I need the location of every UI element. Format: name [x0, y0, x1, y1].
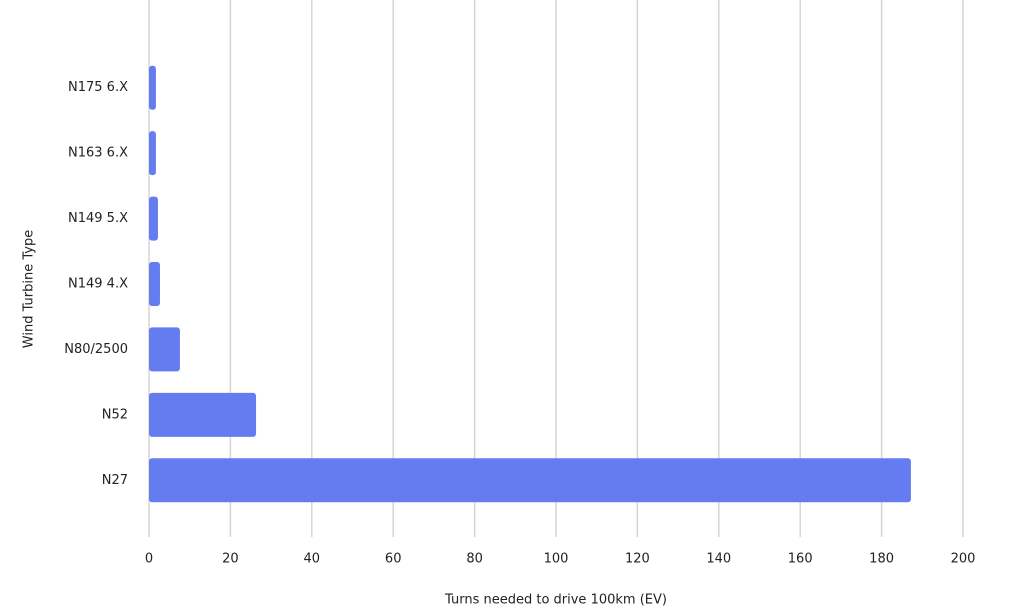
y-tick-label: N175 6.X [68, 80, 128, 95]
bar [149, 392, 257, 437]
x-tick-label: 120 [625, 552, 650, 567]
bar [149, 327, 180, 372]
bar [149, 65, 156, 110]
bar [149, 131, 156, 176]
x-tick-label: 140 [706, 552, 731, 567]
x-tick-label: 80 [466, 552, 483, 567]
x-tick-label: 180 [869, 552, 894, 567]
x-tick-label: 200 [951, 552, 976, 567]
y-tick-label: N163 6.X [68, 146, 128, 161]
x-tick-label: 60 [385, 552, 402, 567]
y-tick-label: N149 5.X [68, 211, 128, 226]
x-axis-title: Turns needed to drive 100km (EV) [444, 593, 667, 608]
y-axis-title: Wind Turbine Type [22, 230, 37, 348]
x-tick-label: 0 [145, 552, 153, 567]
y-tick-label: N149 4.X [68, 277, 128, 292]
bar [149, 458, 911, 503]
bar [149, 262, 160, 306]
y-tick-label: N80/2500 [64, 342, 128, 357]
x-tick-label: 40 [304, 552, 321, 567]
x-tick-label: 100 [544, 552, 569, 567]
x-tick-label: 160 [788, 552, 813, 567]
y-tick-label: N52 [102, 407, 128, 422]
y-tick-label: N27 [102, 473, 128, 488]
bar [149, 196, 158, 241]
x-tick-label: 20 [222, 552, 239, 567]
